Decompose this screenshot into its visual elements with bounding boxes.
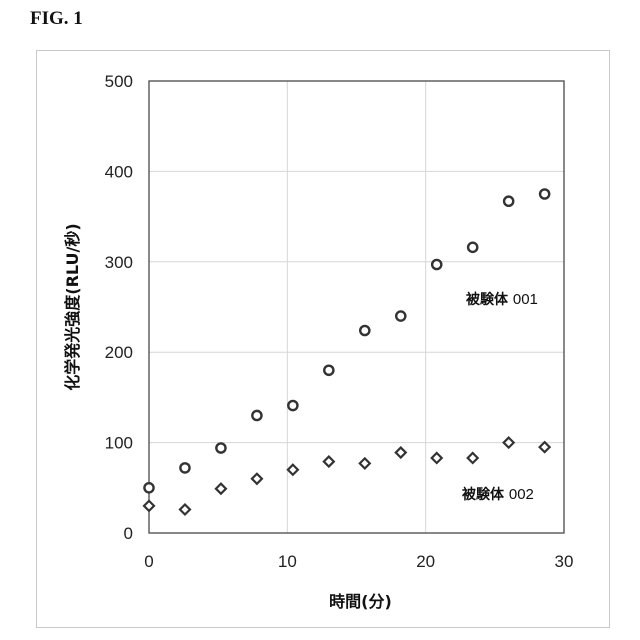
series-1-point-8 — [432, 260, 441, 269]
x-tick-label-0: 0 — [144, 552, 153, 571]
series-2-point-6 — [360, 458, 370, 468]
series-1-point-9 — [468, 243, 477, 252]
y-tick-label-2: 200 — [105, 343, 133, 362]
series-label-1: 被験体 001 — [466, 291, 538, 308]
series-2-point-7 — [396, 448, 406, 458]
series-2-point-9 — [468, 453, 478, 463]
y-tick-label-1: 100 — [105, 434, 133, 453]
series-2-point-3 — [252, 474, 262, 484]
series-1-point-10 — [504, 197, 513, 206]
series-2-point-0 — [144, 501, 154, 511]
y-tick-label-4: 400 — [105, 162, 133, 181]
y-tick-label-3: 300 — [105, 253, 133, 272]
series-2-point-1 — [180, 504, 190, 514]
series-1-point-3 — [252, 411, 261, 420]
series-1-point-7 — [396, 311, 405, 320]
series-2-point-5 — [324, 457, 334, 467]
series-2-point-11 — [540, 442, 550, 452]
series-1-point-0 — [144, 483, 153, 492]
series-1-point-11 — [540, 189, 549, 198]
series-1-point-1 — [180, 463, 189, 472]
series-1-point-4 — [288, 401, 297, 410]
series-2-point-2 — [216, 484, 226, 494]
x-axis-ticks: 0 10 20 30 — [144, 552, 573, 571]
x-axis-label: 時間(分) — [329, 592, 392, 611]
series-2-point-8 — [432, 453, 442, 463]
series-1-point-2 — [216, 443, 225, 452]
y-axis-label: 化学発光強度(RLU/秒) — [63, 223, 82, 390]
series-1-point-6 — [360, 326, 369, 335]
series-1-point-5 — [324, 366, 333, 375]
y-axis-ticks: 0 100 200 300 400 500 — [105, 72, 133, 543]
series-2-point-10 — [504, 438, 514, 448]
y-tick-label-0: 0 — [124, 524, 133, 543]
series-2-point-4 — [288, 465, 298, 475]
series-label-2: 被験体 002 — [462, 486, 534, 503]
x-tick-label-2: 20 — [416, 552, 435, 571]
x-tick-label-3: 30 — [555, 552, 574, 571]
y-tick-label-5: 500 — [105, 72, 133, 91]
series-labels: 被験体 001 被験体 002 — [462, 291, 538, 503]
x-tick-label-1: 10 — [278, 552, 297, 571]
